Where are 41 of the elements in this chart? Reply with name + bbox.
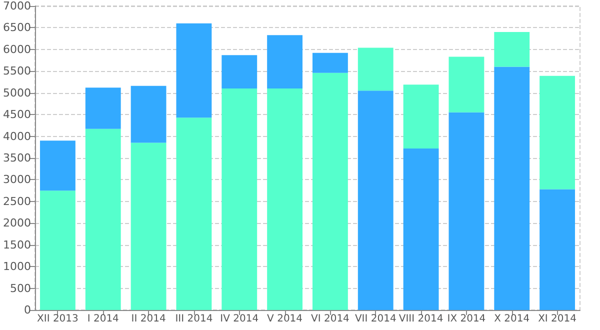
bar bbox=[176, 23, 212, 118]
bar bbox=[267, 88, 303, 310]
x-tick-label: IX 2014 bbox=[447, 314, 486, 324]
x-tick-label: I 2014 bbox=[87, 314, 119, 324]
x-tick-label: XII 2013 bbox=[37, 314, 78, 324]
y-tick-label: 7000 bbox=[3, 0, 31, 12]
x-tick-label: V 2014 bbox=[267, 314, 303, 324]
x-tick-label: VIII 2014 bbox=[398, 314, 444, 324]
x-tick-label: II 2014 bbox=[131, 314, 166, 324]
bar bbox=[85, 128, 121, 310]
bar bbox=[130, 142, 166, 310]
y-tick-label: 4500 bbox=[3, 108, 31, 122]
y-tick-label: 2500 bbox=[3, 194, 31, 208]
bar bbox=[130, 86, 166, 143]
y-tick-label: 1500 bbox=[3, 238, 31, 252]
x-tick-label: XI 2014 bbox=[538, 314, 577, 324]
bar bbox=[176, 118, 212, 310]
y-tick-label: 6500 bbox=[3, 21, 31, 34]
bar bbox=[222, 88, 258, 310]
y-tick-label: 3500 bbox=[3, 152, 31, 164]
x-tick-label: VII 2014 bbox=[354, 314, 396, 324]
bar bbox=[40, 140, 76, 191]
bar bbox=[222, 55, 258, 89]
bar bbox=[267, 35, 303, 89]
y-tick-label: 2000 bbox=[3, 216, 31, 230]
bar bbox=[40, 190, 76, 310]
bar bbox=[312, 72, 348, 310]
x-tick-label: VI 2014 bbox=[310, 314, 350, 324]
y-tick-label: 500 bbox=[10, 282, 31, 295]
y-tick-label: 5500 bbox=[3, 64, 31, 78]
bar bbox=[312, 52, 348, 73]
y-tick-label: 3000 bbox=[3, 173, 31, 186]
y-tick-label: 0 bbox=[24, 304, 31, 316]
x-tick-label: IV 2014 bbox=[220, 314, 259, 324]
y-tick-label: 6000 bbox=[3, 42, 31, 56]
x-tick-label: X 2014 bbox=[494, 314, 530, 324]
y-tick-label: 5000 bbox=[3, 86, 31, 100]
bar bbox=[85, 88, 121, 129]
y-tick-label: 4000 bbox=[3, 130, 31, 143]
x-tick-label: III 2014 bbox=[175, 314, 213, 324]
y-tick-label: 1000 bbox=[3, 260, 31, 274]
